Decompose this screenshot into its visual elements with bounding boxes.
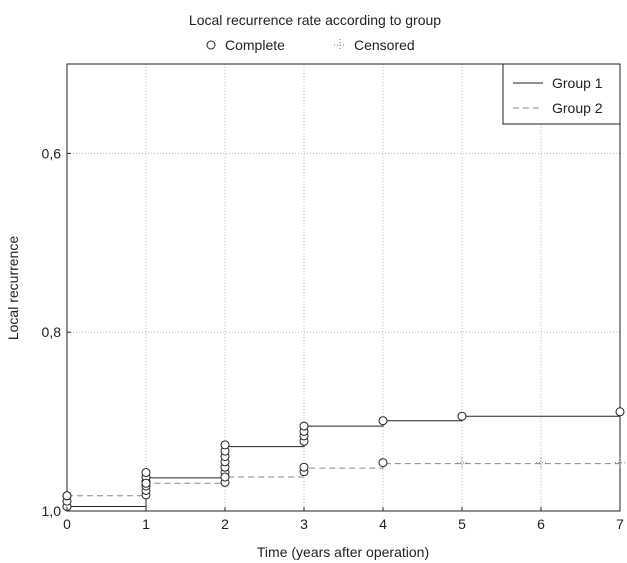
series-legend-box (502, 63, 621, 125)
censored-marker-icon (334, 39, 346, 51)
series-1-complete-marker (615, 407, 625, 417)
complete-marker-label: Complete (225, 37, 285, 53)
x-tick-label: 0 (63, 516, 71, 532)
series-2-complete-marker (62, 491, 72, 501)
y-tick-label: 0,6 (42, 145, 62, 161)
series-2-complete-marker (299, 462, 309, 472)
censored-marker-label: Censored (354, 37, 415, 53)
group-1-legend-label: Group 1 (552, 75, 603, 91)
y-tick-label: 0,8 (42, 324, 62, 340)
grid-layer (67, 64, 620, 511)
x-tick-label: 6 (537, 516, 545, 532)
group-2-legend-label: Group 2 (552, 100, 603, 116)
series-legend: Group 1 Group 2 (502, 63, 621, 125)
plot-frame (66, 63, 621, 512)
x-tick-label: 5 (458, 516, 466, 532)
series-1-complete-marker (378, 416, 388, 426)
marker-layer (62, 407, 625, 512)
x-tick-label: 3 (300, 516, 308, 532)
chart-title: Local recurrence rate according to group (189, 12, 441, 28)
series-2-complete-marker (141, 478, 151, 488)
x-axis-label: Time (years after operation) (257, 544, 429, 560)
tick-layer: 0 1 2 3 4 5 6 7 0,6 0,8 1,0 (42, 145, 625, 532)
series-1-complete-marker (220, 440, 230, 450)
x-tick-label: 1 (142, 516, 150, 532)
x-tick-label: 4 (379, 516, 387, 532)
complete-marker-icon (206, 40, 216, 50)
x-tick-label: 2 (221, 516, 229, 532)
y-axis-label: Local recurrence (5, 236, 21, 340)
series-2-complete-marker (220, 472, 230, 482)
x-tick-label: 7 (616, 516, 624, 532)
series-1-complete-marker (457, 411, 467, 421)
y-tick-label: 1,0 (42, 503, 62, 519)
series-1-complete-marker (141, 468, 151, 478)
marker-legend: Complete Censored (206, 37, 415, 53)
series-1-complete-marker (299, 421, 309, 431)
series-2-complete-marker (378, 458, 388, 468)
